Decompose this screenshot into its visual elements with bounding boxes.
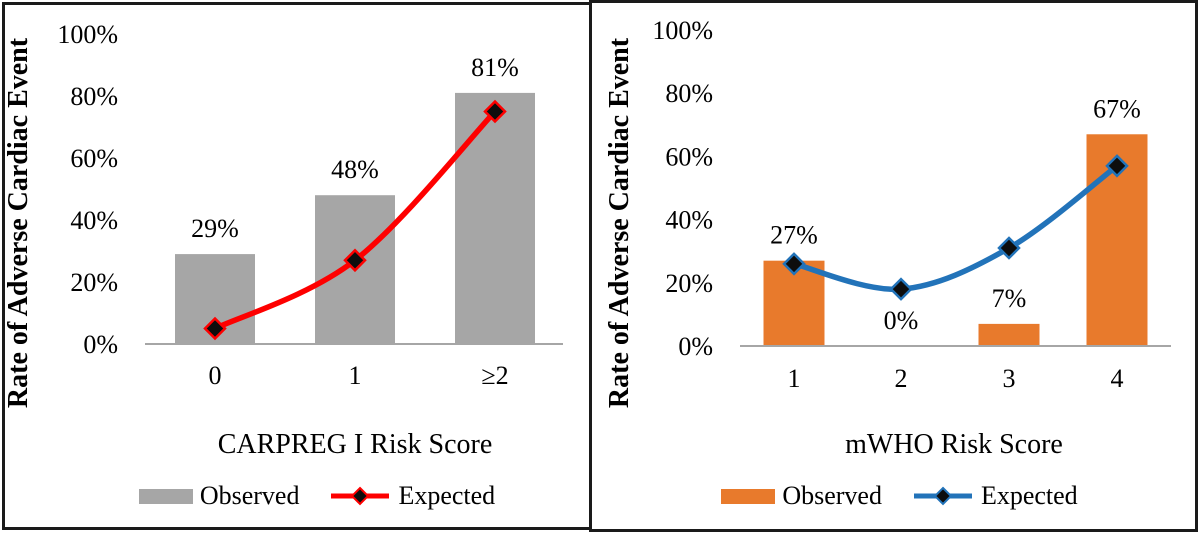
legend-observed-label: Observed [782,481,882,510]
diamond-marker-icon [782,252,806,276]
bar-value-label: 27% [770,221,818,250]
expected-line-icon [329,485,391,507]
x-tick-label: 1 [788,364,801,393]
y-tick-label: 60% [665,142,713,171]
y-tick-label: 60% [70,144,118,173]
bar-value-label: 67% [1093,94,1141,123]
x-tick-label: 3 [1003,364,1016,393]
x-tick-label: 1 [349,361,362,390]
y-tick-label: 0% [678,332,713,361]
carpreg-legend: Observed Expected [25,481,609,511]
bar-value-label: 0% [884,306,919,335]
observed-swatch-icon [721,488,776,504]
y-axis-title: Rate of Adverse Cardiac Event [5,37,34,408]
bar-value-label: 29% [191,214,239,243]
diamond-marker-icon [889,277,913,301]
x-tick-label: 0 [209,361,222,390]
bar-value-label: 7% [992,284,1027,313]
y-tick-label: 80% [70,82,118,111]
legend-expected-label: Expected [398,481,496,510]
bar-value-label: 81% [471,53,519,82]
y-tick-label: 20% [70,268,118,297]
diamond-marker-icon [483,99,507,124]
x-axis-title: mWHO Risk Score [845,429,1063,460]
observed-bar [978,323,1040,346]
y-tick-label: 80% [665,79,713,108]
x-tick-label: 4 [1111,364,1124,393]
legend-observed-label: Observed [199,481,300,510]
carpreg-chart-panel: 0% 20% 40% 60% 80% 100% Rate of Adverse Cardia… [2,2,592,530]
y-tick-label: 100% [57,20,118,49]
expected-line-icon [912,485,974,507]
y-tick-label: 0% [83,330,118,359]
y-tick-label: 20% [665,269,713,298]
diamond-marker-icon [203,316,227,341]
diamond-marker-icon [997,236,1021,260]
diamond-marker-icon [343,248,367,273]
x-axis-title: CARPREG I Risk Score [218,429,493,460]
x-tick-label: ≥2 [481,361,508,390]
mwho-chart-panel: 0% 20% 40% 60% 80% 100% Rate of Adverse Cardia… [589,0,1198,532]
diamond-marker-icon [1105,154,1129,178]
x-tick-label: 2 [895,364,908,393]
y-axis-title: Rate of Adverse Cardiac Event [604,37,635,408]
y-tick-label: 40% [665,206,713,235]
expected-line [791,163,1120,292]
legend-expected-label: Expected [980,481,1078,510]
bar-value-label: 48% [331,155,379,184]
y-tick-label: 100% [652,16,713,45]
y-tick-label: 40% [70,206,118,235]
carpreg-chart: 0% 20% 40% 60% 80% 100% Rate of Adverse Cardia… [3,20,563,460]
mwho-chart: 0%20%40%60%80%100%Rate of Adverse Cardia… [604,16,1171,460]
observed-bar [455,92,535,345]
observed-swatch-icon [138,488,193,504]
mwho-legend: Observed Expected [598,481,1200,511]
